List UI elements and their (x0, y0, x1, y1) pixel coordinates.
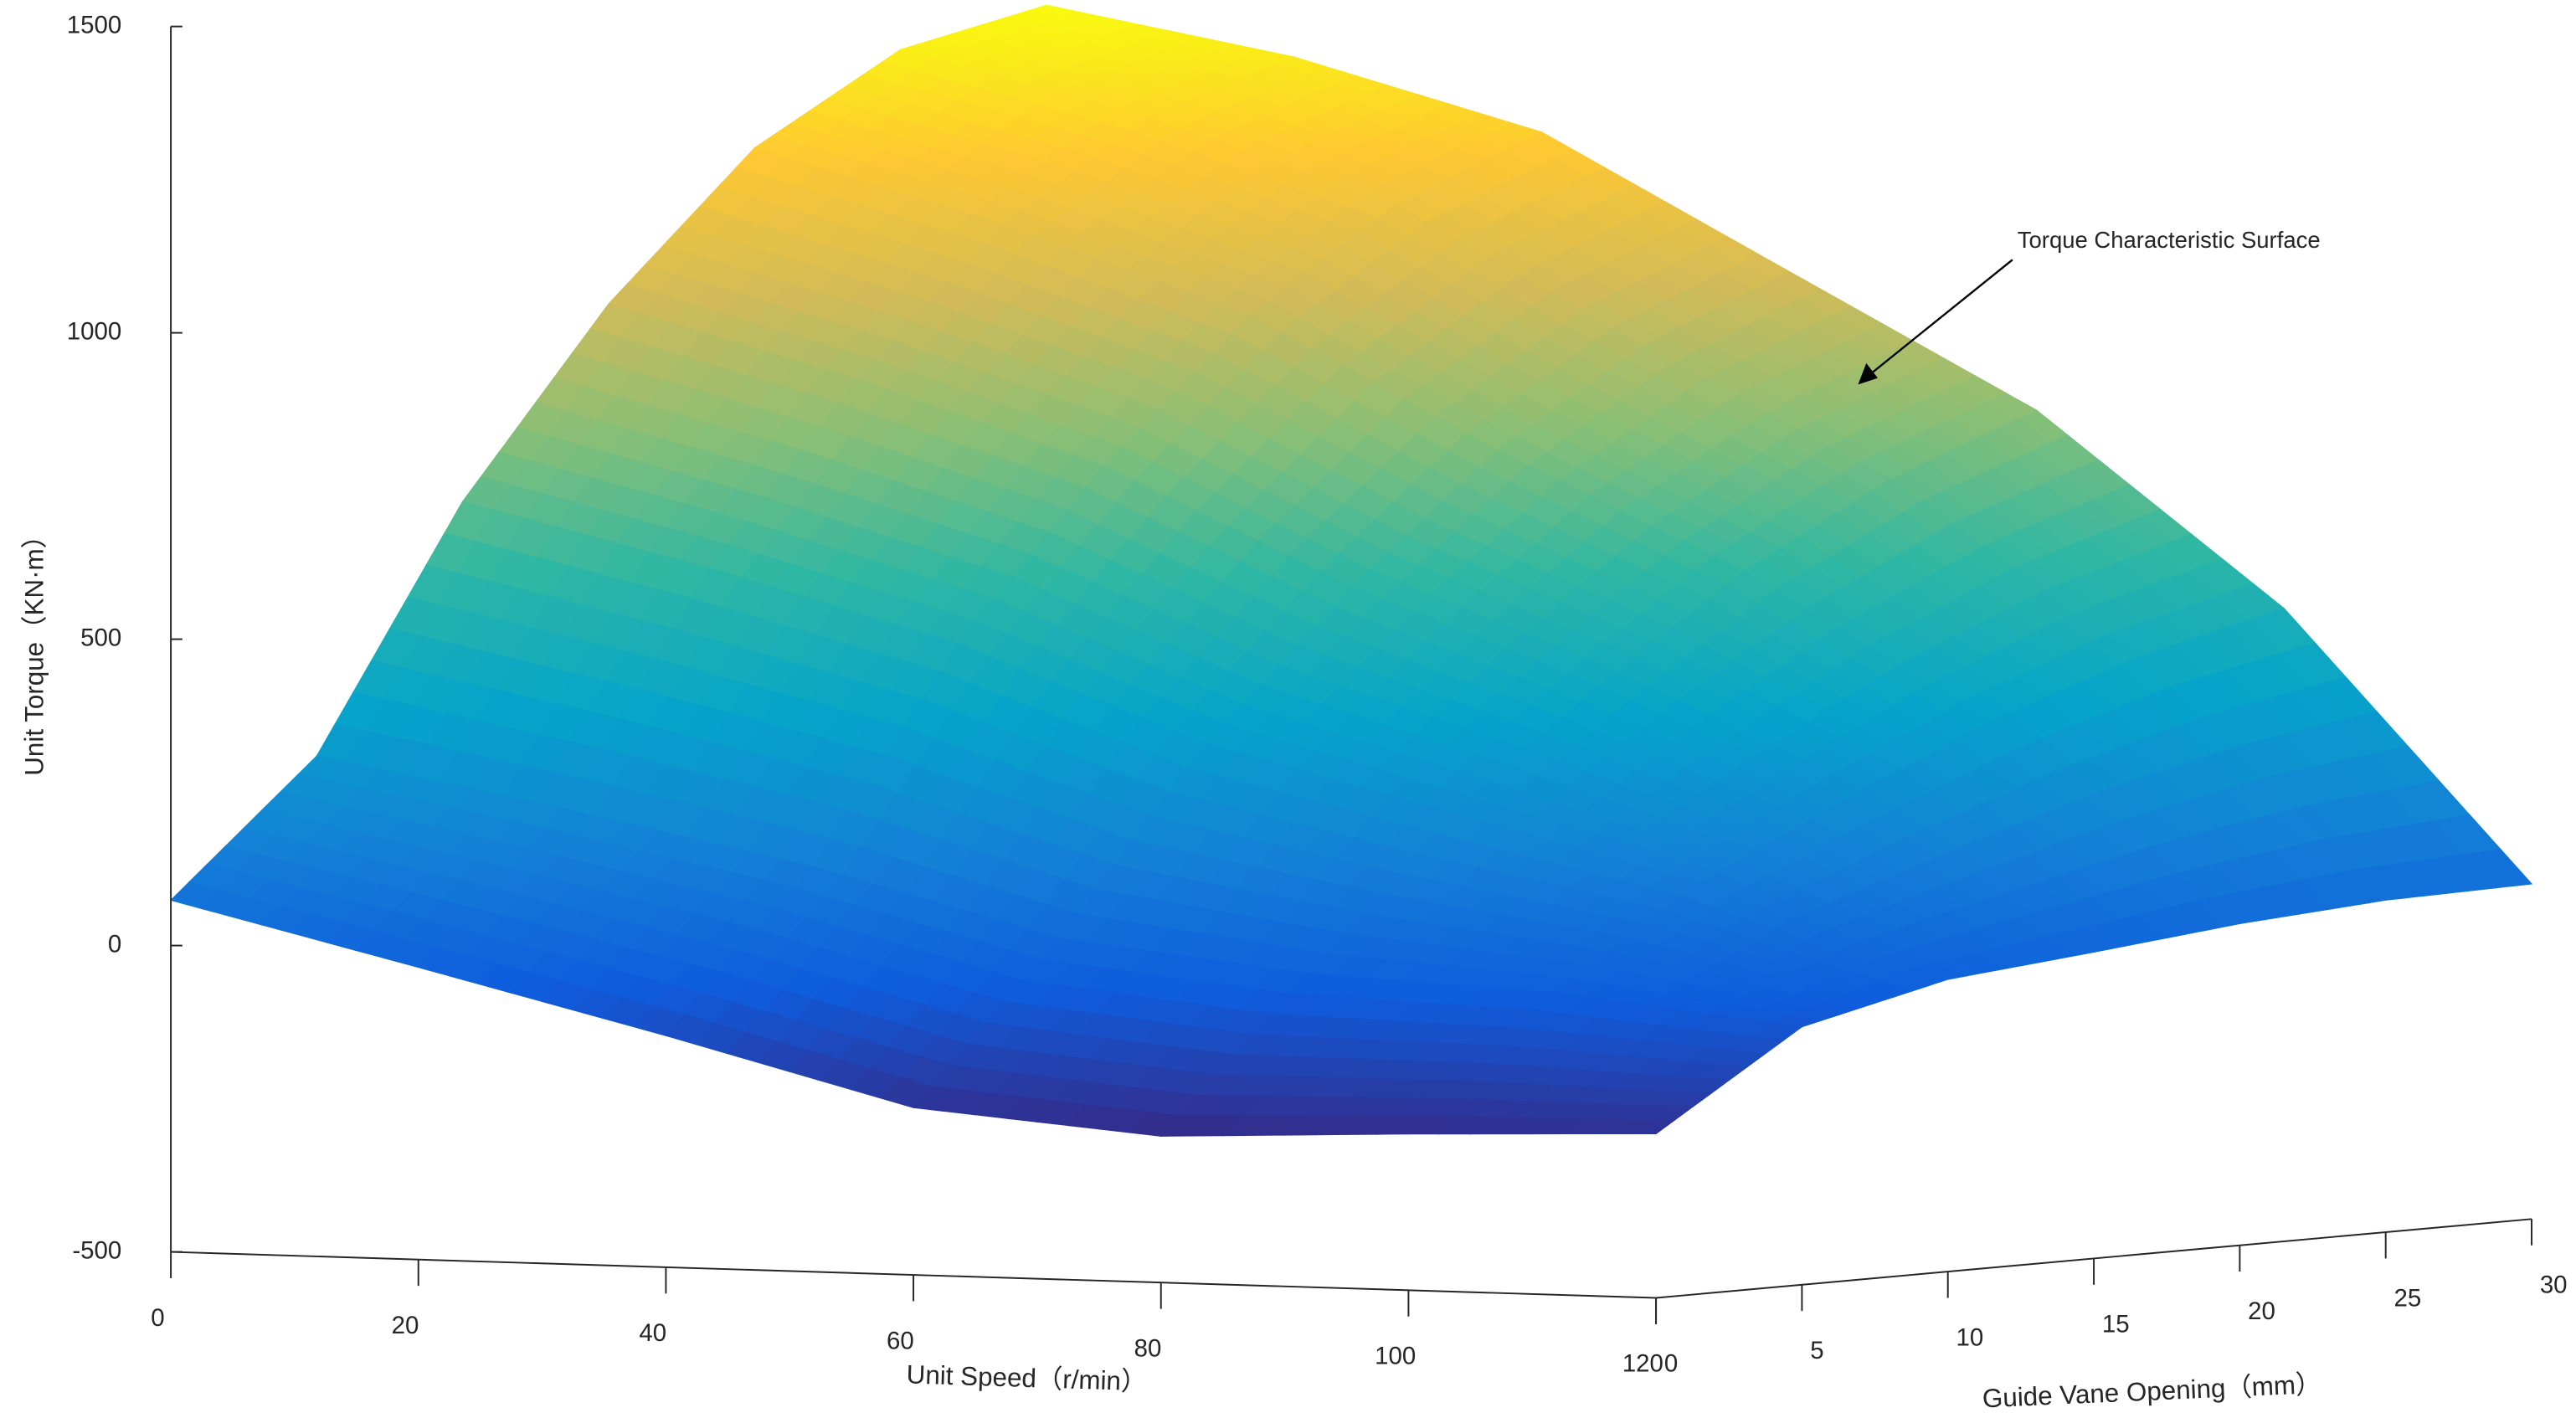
z-tick-label: 1000 (67, 317, 121, 345)
surface (169, 4, 2533, 1137)
y-tick-label: 20 (2248, 1297, 2275, 1325)
y-axis-label: Guide Vane Opening（mm） (1982, 1369, 2322, 1414)
z-tick-label: -500 (72, 1236, 121, 1264)
x-axis-label: Unit Speed（r/min） (906, 1359, 1148, 1396)
x-tick-label: 120 (1622, 1350, 1663, 1378)
surface-patch (1623, 1119, 1676, 1134)
z-axis-label: Unit Torque（KN·m） (19, 522, 49, 776)
x-tick-label: 80 (1134, 1334, 1162, 1362)
x-tick-label: 20 (392, 1312, 419, 1339)
annotation: Torque Characteristic Surface (2018, 227, 2321, 253)
x-tick-label: 0 (151, 1304, 164, 1332)
annotation-arrowhead (1858, 362, 1878, 385)
y-tick-label: 5 (1810, 1337, 1823, 1364)
y-tick-label: 30 (2540, 1272, 2568, 1299)
y-tick-label: 15 (2102, 1311, 2130, 1338)
z-tick-label: 1500 (67, 11, 121, 39)
z-tick-label: 500 (80, 624, 121, 651)
annotation-arrow (1869, 259, 2013, 376)
y-tick-label: 25 (2394, 1284, 2422, 1312)
y-tick-label: 10 (1956, 1323, 1984, 1351)
x-tick-label: 100 (1375, 1343, 1416, 1370)
x-tick-label: 60 (887, 1327, 914, 1354)
x-tick-label: 40 (639, 1319, 666, 1347)
y-tick-label: 0 (1664, 1350, 1678, 1378)
z-tick-label: 0 (108, 930, 121, 958)
